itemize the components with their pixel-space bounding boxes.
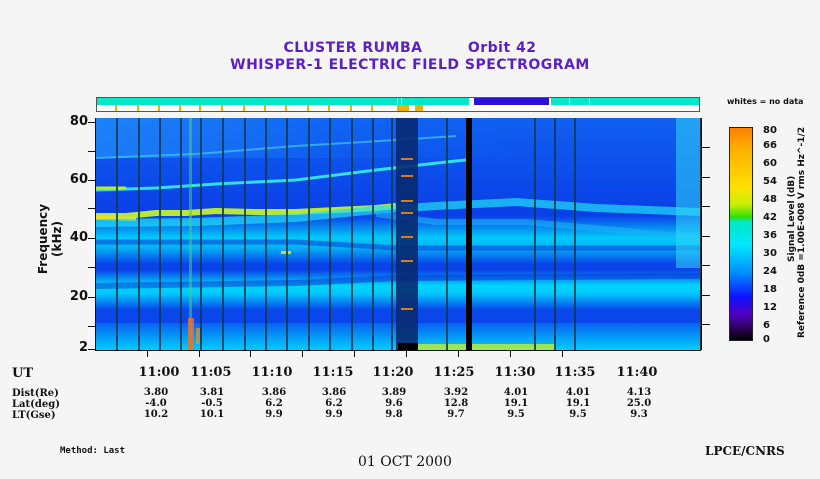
colorbar-tick: 6 xyxy=(763,320,770,331)
y-axis-label: Frequency (kHz) xyxy=(36,203,64,275)
lat-value: 19.1 xyxy=(565,398,591,409)
y-axis-line xyxy=(95,118,96,350)
x-axis-line xyxy=(95,350,701,351)
lt-value: 9.7 xyxy=(447,409,465,420)
spectrogram-plot xyxy=(96,118,701,350)
colorbar-tick: 80 xyxy=(763,125,777,136)
ut-tick: 11:40 xyxy=(616,365,658,380)
dist-value: 3.80 xyxy=(143,387,169,398)
y-tick-label: 2 xyxy=(78,340,88,355)
lat-value: 6.2 xyxy=(265,398,283,409)
lat-value: -0.5 xyxy=(201,398,223,409)
colorbar-tick: 24 xyxy=(763,266,777,277)
orbit-label: Orbit 42 xyxy=(467,40,537,56)
colorbar-tick: 12 xyxy=(763,302,777,313)
no-data-legend: whites = no data xyxy=(727,97,804,106)
ut-tick: 11:35 xyxy=(554,365,596,380)
y-tick-label: 20 xyxy=(69,289,88,304)
ut-tick: 11:05 xyxy=(190,365,232,380)
institution-label: LPCE/CNRS xyxy=(705,444,785,458)
colorbar-tick: 18 xyxy=(763,284,777,295)
method-label: Method: Last xyxy=(60,446,126,456)
ut-tick: 11:25 xyxy=(433,365,475,380)
dist-value: 4.01 xyxy=(503,387,529,398)
lt-value: 10.2 xyxy=(143,409,169,420)
row-label-dist: Dist(Re) xyxy=(12,388,59,399)
colorbar-tick: 60 xyxy=(763,158,777,169)
lat-value: 19.1 xyxy=(503,398,529,409)
right-axis-line xyxy=(701,118,702,350)
lt-value: 9.3 xyxy=(630,409,648,420)
ut-tick: 11:20 xyxy=(372,365,414,380)
lt-value: 9.9 xyxy=(265,409,283,420)
lat-value: -4.0 xyxy=(145,398,167,409)
row-label-lat: Lat(deg) xyxy=(12,399,60,410)
colorbar-tick: 66 xyxy=(763,140,777,151)
lt-value: 9.9 xyxy=(325,409,343,420)
ut-tick: 11:30 xyxy=(494,365,536,380)
ut-tick: 11:10 xyxy=(251,365,293,380)
date-label: 01 OCT 2000 xyxy=(358,454,452,470)
dist-value: 3.89 xyxy=(381,387,407,398)
lt-value: 10.1 xyxy=(199,409,225,420)
dist-value: 3.92 xyxy=(443,387,469,398)
ut-tick: 11:00 xyxy=(138,365,180,380)
lat-value: 25.0 xyxy=(626,398,652,409)
lat-value: 9.6 xyxy=(385,398,403,409)
colorbar-label: Signal Level (dB) xyxy=(787,175,797,262)
ut-label: UT xyxy=(12,366,34,381)
y-tick-label: 60 xyxy=(69,172,88,187)
colorbar xyxy=(729,127,753,341)
colorbar-tick: 36 xyxy=(763,230,777,241)
colorbar-tick: 54 xyxy=(763,176,777,187)
row-label-lt: LT(Gse) xyxy=(12,410,56,421)
dist-value: 4.01 xyxy=(565,387,591,398)
chart-title-line2: WHISPER-1 ELECTRIC FIELD SPECTROGRAM xyxy=(230,57,590,73)
sounder-mode-column xyxy=(396,118,418,350)
lt-value: 9.5 xyxy=(507,409,525,420)
ut-tick: 11:15 xyxy=(312,365,354,380)
dist-value: 3.81 xyxy=(199,387,225,398)
colorbar-tick: 48 xyxy=(763,194,777,205)
dist-value: 3.86 xyxy=(261,387,287,398)
lat-value: 12.8 xyxy=(443,398,469,409)
data-availability-bar xyxy=(96,97,700,112)
colorbar-tick: 30 xyxy=(763,248,777,259)
chart-title-line1: CLUSTER RUMBA Orbit 42 xyxy=(0,40,820,56)
y-tick-label: 40 xyxy=(69,230,88,245)
dist-value: 3.86 xyxy=(321,387,347,398)
colorbar-tick: 42 xyxy=(763,212,777,223)
colorbar-tick: 0 xyxy=(763,334,770,345)
dist-value: 4.13 xyxy=(626,387,652,398)
mission-name: CLUSTER RUMBA xyxy=(283,40,423,56)
lat-value: 6.2 xyxy=(325,398,343,409)
lt-value: 9.8 xyxy=(385,409,403,420)
y-tick-label: 80 xyxy=(69,114,88,129)
sounder-gap xyxy=(398,343,418,350)
colorbar-reference: Reference 0dB =1.00E-008 V rms Hz^-1/2 xyxy=(797,126,807,338)
data-gap-bar xyxy=(466,118,472,350)
lt-value: 9.5 xyxy=(569,409,587,420)
